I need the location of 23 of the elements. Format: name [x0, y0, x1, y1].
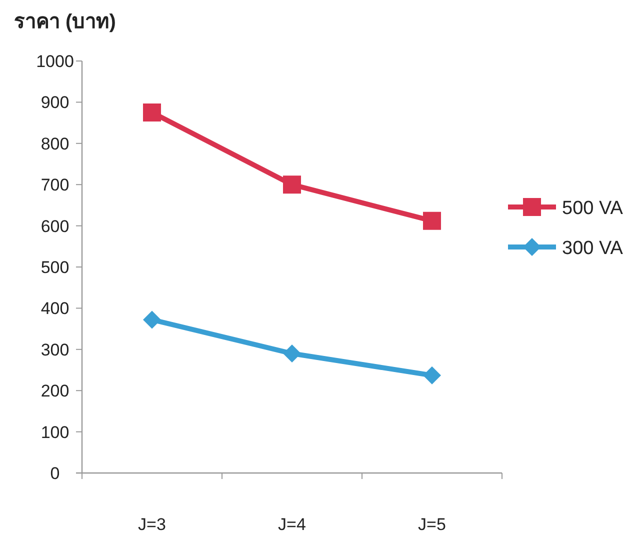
y-tick-label: 500	[40, 258, 70, 277]
y-tick-label: 100	[40, 422, 70, 442]
point	[143, 104, 161, 122]
y-tick-label: 1000	[36, 52, 74, 71]
legend-label: 500 VA	[562, 198, 624, 219]
y-tick-label: 700	[40, 176, 70, 195]
point	[423, 366, 441, 384]
x-tick-label: J=4	[278, 515, 306, 534]
y-tick-label: 300	[40, 340, 70, 360]
x-tick-label: J=5	[418, 515, 446, 534]
point	[283, 176, 301, 194]
y-tick-label: 0	[50, 464, 60, 483]
y-tick-label: 800	[40, 134, 70, 154]
x-tick-label: J=3	[138, 515, 166, 534]
point	[423, 212, 441, 230]
y-tick-label: 900	[40, 93, 70, 112]
y-tick-label: 200	[40, 382, 70, 401]
y-tick-label: 600	[40, 216, 70, 236]
y-tick-label: 400	[40, 299, 70, 318]
y-axis-title: ราคา (บาท)	[14, 11, 116, 33]
legend-label: 300 VA	[562, 238, 624, 259]
point	[283, 344, 301, 363]
point	[143, 310, 161, 329]
